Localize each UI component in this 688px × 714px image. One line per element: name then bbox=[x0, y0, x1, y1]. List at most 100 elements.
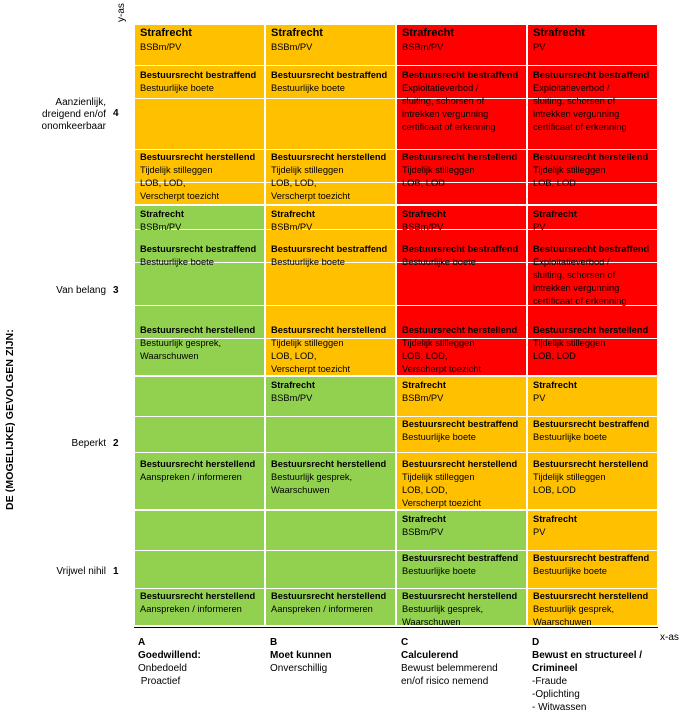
cell-divider bbox=[135, 229, 264, 230]
cell-divider bbox=[135, 149, 264, 150]
cell-divider bbox=[528, 338, 657, 339]
column-title: Goedwillend: bbox=[138, 650, 201, 661]
cell-divider bbox=[397, 416, 526, 417]
bestraffend-item: Exploitatieverbod / bbox=[533, 257, 610, 267]
bestraffend-heading: Bestuursrecht bestraffend bbox=[402, 419, 519, 429]
bestraffend-item: sluiting, schorsen of bbox=[533, 270, 616, 280]
bestraffend-item: sluiting, schorsen of bbox=[533, 96, 616, 106]
strafrecht-value: BSBm/PV bbox=[402, 42, 444, 52]
cell-divider bbox=[528, 452, 657, 453]
matrix-cell-2-a: Bestuursrecht herstellend Aanspreken / in… bbox=[134, 376, 265, 510]
strafrecht-heading: Strafrecht bbox=[140, 209, 184, 219]
bestraffend-item: certificaat of erkenning bbox=[533, 296, 627, 306]
herstellend-item: LOB, LOD bbox=[402, 178, 445, 188]
strafrecht-value: PV bbox=[533, 42, 546, 52]
cell-divider bbox=[397, 452, 526, 453]
herstellend-heading: Bestuursrecht herstellend bbox=[271, 325, 387, 335]
x-axis-label: x-as bbox=[660, 632, 679, 643]
herstellend-item: LOB, LOD bbox=[533, 351, 576, 361]
bestraffend-item: Bestuurlijke boete bbox=[271, 83, 345, 93]
cell-divider bbox=[135, 452, 264, 453]
strafrecht-value: BSBm/PV bbox=[140, 222, 182, 232]
y-axis-label: y-as bbox=[116, 3, 127, 22]
herstellend-item: Tijdelijk stilleggen bbox=[271, 165, 344, 175]
cell-divider bbox=[528, 149, 657, 150]
herstellend-item: Bestuurlijk gesprek, bbox=[402, 604, 484, 614]
row-number-3: 3 bbox=[113, 285, 119, 296]
cell-divider bbox=[266, 229, 395, 230]
x-axis-line bbox=[134, 627, 658, 628]
bestraffend-heading: Bestuursrecht bestraffend bbox=[271, 244, 388, 254]
bestraffend-item: Bestuurlijke boete bbox=[271, 257, 345, 267]
row-label-1: Vrijwel nihil bbox=[20, 566, 106, 578]
herstellend-heading: Bestuursrecht herstellend bbox=[533, 325, 649, 335]
cell-divider bbox=[135, 416, 264, 417]
herstellend-item: Waarschuwen bbox=[271, 485, 330, 495]
herstellend-heading: Bestuursrecht herstellend bbox=[533, 459, 649, 469]
bestraffend-heading: Bestuursrecht bestraffend bbox=[140, 244, 257, 254]
herstellend-item: LOB, LOD, bbox=[271, 351, 317, 361]
bestraffend-heading: Bestuursrecht bestraffend bbox=[271, 70, 388, 80]
bestraffend-item: intrekken vergunning bbox=[533, 109, 620, 119]
herstellend-heading: Bestuursrecht herstellend bbox=[271, 152, 387, 162]
row-number-1: 1 bbox=[113, 566, 119, 577]
herstellend-item: Bestuurlijk gesprek, bbox=[140, 338, 222, 348]
herstellend-item: Tijdelijk stilleggen bbox=[140, 165, 213, 175]
column-title: Calculerend bbox=[401, 650, 459, 661]
cell-divider bbox=[266, 149, 395, 150]
column-line: Bewust belemmerend bbox=[401, 663, 498, 674]
herstellend-item: Verscherpt toezicht bbox=[402, 498, 482, 508]
herstellend-item: Tijdelijk stilleggen bbox=[402, 165, 475, 175]
column-a-title: A Goedwillend: Onbedoeld Proactief bbox=[138, 636, 201, 688]
herstellend-item: Waarschuwen bbox=[533, 617, 592, 627]
bestraffend-item: Exploitatieverbod / bbox=[533, 83, 610, 93]
herstellend-heading: Bestuursrecht herstellend bbox=[271, 591, 387, 601]
matrix-cell-4-c: Strafrecht BSBm/PV Bestuursrecht bestraffe… bbox=[396, 24, 527, 205]
cell-divider bbox=[397, 550, 526, 551]
herstellend-item: Tijdelijk stilleggen bbox=[533, 165, 606, 175]
strafrecht-value: PV bbox=[533, 222, 546, 232]
herstellend-heading: Bestuursrecht herstellend bbox=[140, 152, 256, 162]
herstellend-heading: Bestuursrecht herstellend bbox=[140, 591, 256, 601]
column-title: Moet kunnen bbox=[270, 650, 332, 661]
strafrecht-heading: Strafrecht bbox=[140, 27, 192, 39]
matrix-cell-3-a: Strafrecht BSBm/PV Bestuursrecht bestraffe… bbox=[134, 205, 265, 376]
strafrecht-value: PV bbox=[533, 393, 546, 403]
herstellend-heading: Bestuursrecht herstellend bbox=[140, 325, 256, 335]
matrix-cell-1-c: Strafrecht BSBm/PV Bestuursrecht bestraffe… bbox=[396, 510, 527, 627]
herstellend-heading: Bestuursrecht herstellend bbox=[402, 591, 518, 601]
strafrecht-heading: Strafrecht bbox=[402, 380, 446, 390]
cell-divider bbox=[266, 452, 395, 453]
row-label-line: Vrijwel nihil bbox=[56, 566, 106, 577]
herstellend-item: LOB, LOD, bbox=[271, 178, 317, 188]
strafrecht-value: BSBm/PV bbox=[271, 222, 313, 232]
herstellend-item: LOB, LOD bbox=[533, 178, 576, 188]
herstellend-item: Tijdelijk stilleggen bbox=[533, 338, 606, 348]
matrix-cell-4-a: Strafrecht BSBm/PV Bestuursrecht bestraffe… bbox=[134, 24, 265, 205]
herstellend-item: Aanspreken / informeren bbox=[271, 604, 373, 614]
bestraffend-item: Bestuurlijke boete bbox=[402, 566, 476, 576]
strafrecht-value: BSBm/PV bbox=[271, 42, 313, 52]
herstellend-heading: Bestuursrecht herstellend bbox=[402, 459, 518, 469]
bestraffend-item: Bestuurlijke boete bbox=[533, 566, 607, 576]
herstellend-item: Tijdelijk stilleggen bbox=[533, 472, 606, 482]
cell-divider bbox=[135, 305, 264, 306]
herstellend-item: Tijdelijk stilleggen bbox=[402, 338, 475, 348]
row-label-line: Van belang bbox=[56, 285, 106, 296]
row-label-line: Beperkt bbox=[71, 438, 106, 449]
cell-divider bbox=[528, 262, 657, 263]
row-number-4: 4 bbox=[113, 108, 119, 119]
strafrecht-value: BSBm/PV bbox=[271, 393, 313, 403]
strafrecht-heading: Strafrecht bbox=[402, 27, 454, 39]
column-line: Proactief bbox=[138, 676, 181, 687]
column-b-title: B Moet kunnen Onverschillig bbox=[270, 636, 332, 675]
matrix-cell-2-c: Strafrecht BSBm/PV Bestuursrecht bestraffe… bbox=[396, 376, 527, 510]
column-line: - Witwassen bbox=[532, 702, 587, 713]
column-line: Onbedoeld bbox=[138, 663, 187, 674]
strafrecht-heading: Strafrecht bbox=[533, 27, 585, 39]
column-line: en/of risico nemend bbox=[401, 676, 489, 687]
cell-divider bbox=[266, 416, 395, 417]
herstellend-item: Aanspreken / informeren bbox=[140, 604, 242, 614]
herstellend-item: LOB, LOD bbox=[533, 485, 576, 495]
strafrecht-heading: Strafrecht bbox=[533, 209, 577, 219]
